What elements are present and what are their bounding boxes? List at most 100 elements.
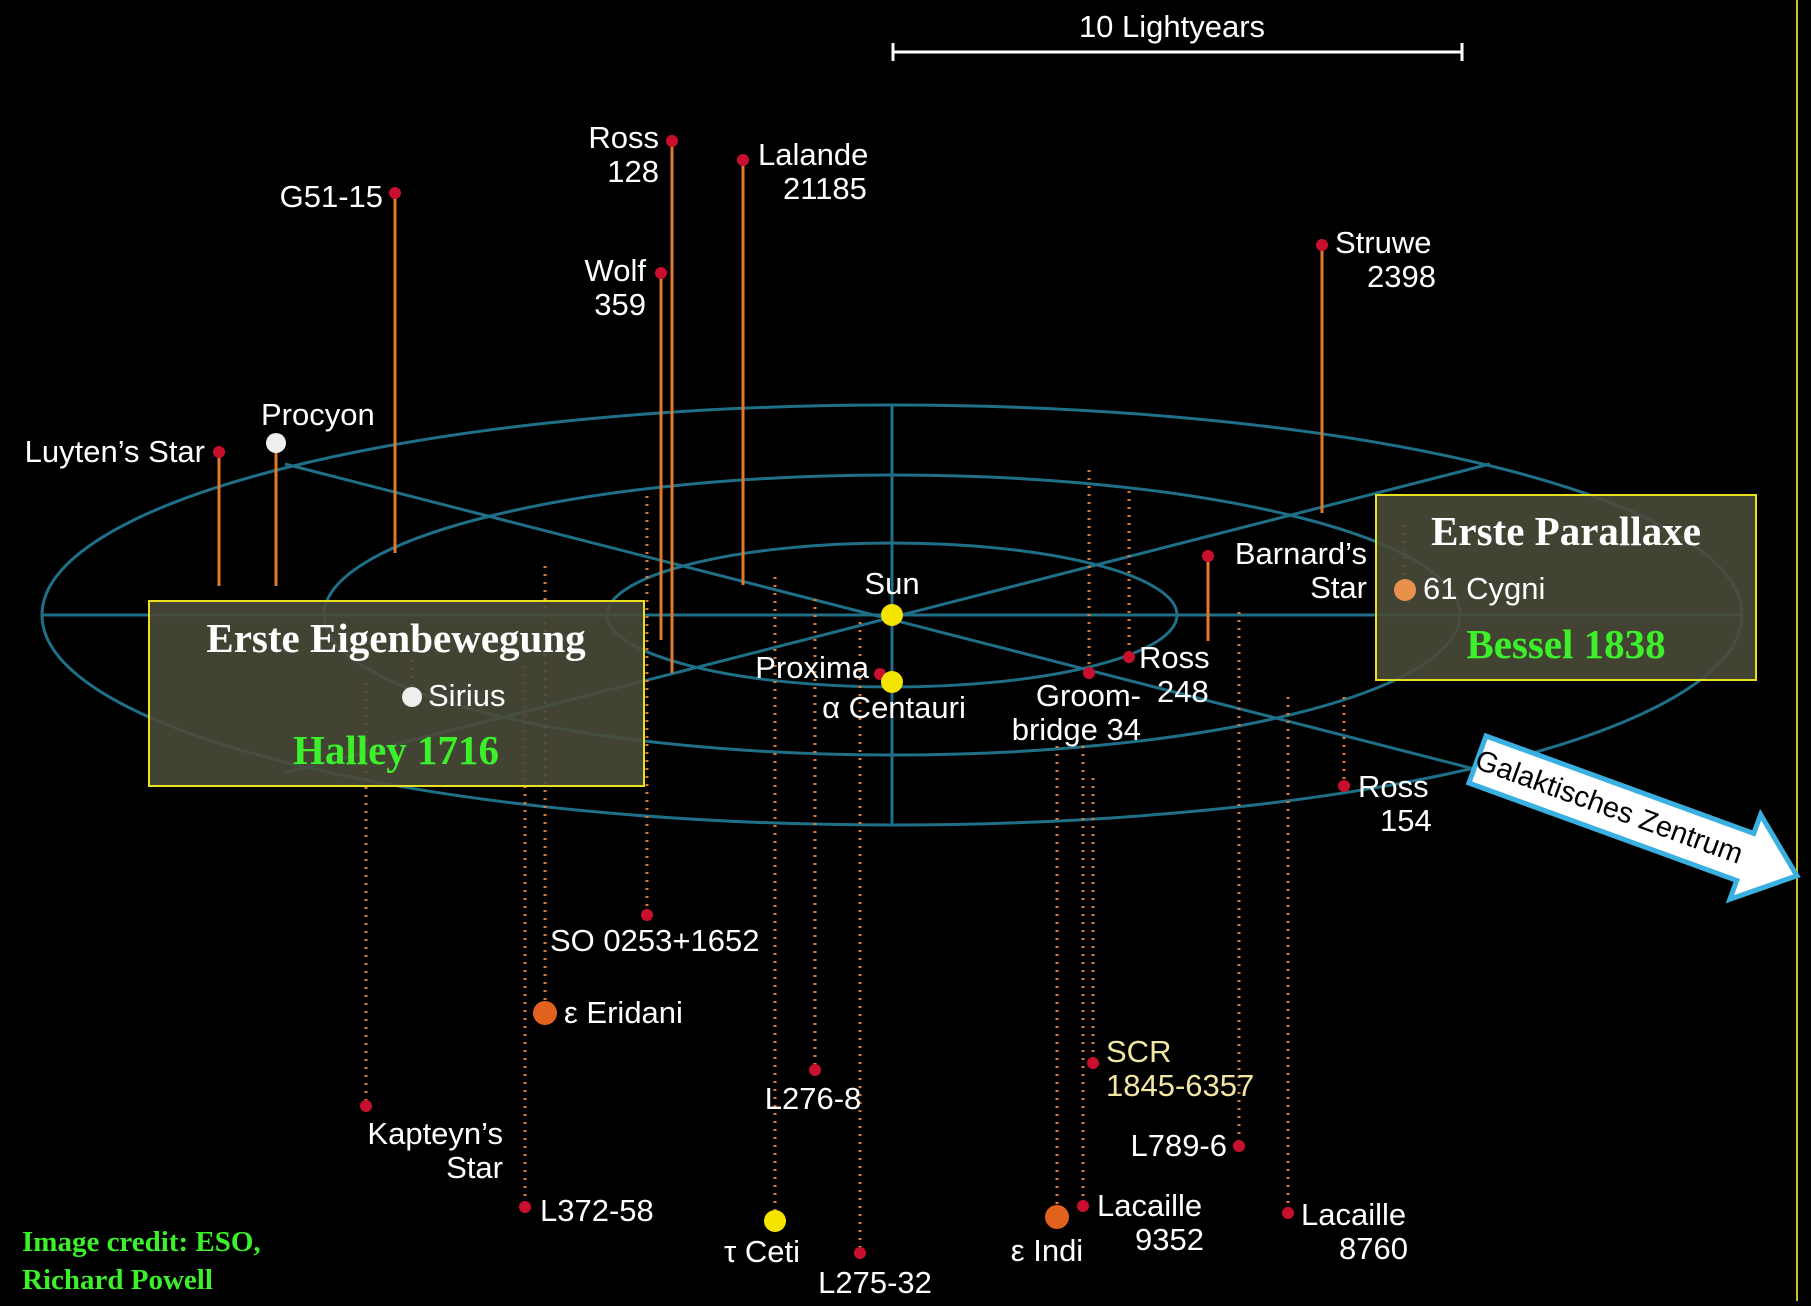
star-dot [1282, 1207, 1294, 1219]
star-lacaille8760: Lacaille 8760 [1282, 1197, 1408, 1266]
star-sun: Sun [864, 566, 920, 626]
star-label-line2: 128 [607, 154, 659, 189]
star-so0253: SO 0253+1652 [550, 909, 759, 958]
star-61-cygni: 61 Cygni [1394, 571, 1545, 606]
star-lalande21185: Lalande 21185 [737, 137, 868, 206]
star-dot [1202, 550, 1214, 562]
callout-left-subtitle: Halley 1716 [293, 727, 499, 773]
star-eps-indi: ε Indi [1011, 1205, 1083, 1268]
star-luytens-star: Luyten’s Star [25, 434, 225, 469]
star-struwe2398: Struwe 2398 [1316, 225, 1436, 294]
star-label-line2: 9352 [1135, 1222, 1204, 1257]
star-label: Kapteyn’s [367, 1116, 503, 1151]
callout-left: Erste Eigenbewegung Halley 1716 [148, 600, 645, 787]
star-label-line2: Star [446, 1150, 503, 1185]
star-label: Lalande [758, 137, 868, 172]
star-label: Groom- [1036, 678, 1141, 713]
credit-line2: Richard Powell [22, 1264, 213, 1296]
star-dot [402, 687, 422, 707]
callout-left-box [148, 600, 645, 787]
star-alpha-centauri: α Centauri [822, 671, 966, 725]
star-wolf359: Wolf 359 [585, 253, 667, 322]
star-dot [1087, 1057, 1099, 1069]
star-label: Wolf [585, 253, 647, 288]
star-label: Procyon [261, 397, 375, 432]
star-label-line2: 21185 [783, 171, 867, 206]
star-label-line2: 154 [1380, 803, 1432, 838]
image-credit: Image credit: ESO, Richard Powell [22, 1226, 261, 1296]
star-label: L789-6 [1130, 1128, 1227, 1163]
star-g51-15: G51-15 [280, 179, 401, 214]
star-label: L372-58 [540, 1193, 654, 1228]
dotted-stems [364, 470, 1407, 1253]
star-dot [266, 433, 286, 453]
star-label: α Centauri [822, 690, 966, 725]
star-l275-32: L275-32 [818, 1247, 932, 1300]
star-dot [854, 1247, 866, 1259]
star-eps-eridani: ε Eridani [533, 995, 683, 1030]
star-dot [360, 1100, 372, 1112]
star-dot [737, 154, 749, 166]
star-ross154: Ross 154 [1338, 769, 1432, 838]
star-label: Ross [1139, 640, 1210, 675]
star-kapteyns-star: Kapteyn’s Star [360, 1100, 503, 1185]
star-label-line2: Star [1310, 570, 1367, 605]
star-label-line2: bridge 34 [1012, 712, 1141, 747]
star-dot [1077, 1200, 1089, 1212]
star-lacaille9352: Lacaille 9352 [1077, 1188, 1204, 1257]
star-label: SO 0253+1652 [550, 923, 759, 958]
star-dot [1316, 239, 1328, 251]
star-dot [519, 1201, 531, 1213]
star-label-line2: 248 [1157, 674, 1209, 709]
callout-right-box [1375, 494, 1757, 681]
star-label: τ Ceti [724, 1234, 800, 1269]
star-label-line2: 8760 [1339, 1231, 1408, 1266]
star-label-line2: 359 [594, 287, 646, 322]
star-l372-58: L372-58 [519, 1193, 654, 1228]
callout-right-subtitle: Bessel 1838 [1466, 621, 1665, 667]
scale-bar: 10 Lightyears [891, 9, 1464, 61]
star-label: G51-15 [280, 179, 383, 214]
star-label: ε Eridani [564, 995, 683, 1030]
star-label: ε Indi [1011, 1233, 1083, 1268]
star-label: SCR [1106, 1034, 1171, 1069]
star-dot [764, 1210, 786, 1232]
star-dot [666, 135, 678, 147]
star-dot [641, 909, 653, 921]
star-dot [533, 1001, 557, 1025]
star-label: Ross [588, 120, 659, 155]
star-dot [1233, 1140, 1245, 1152]
callout-left-title: Erste Eigenbewegung [206, 615, 586, 661]
star-label-line2: 2398 [1367, 259, 1436, 294]
star-l276-8: L276-8 [765, 1064, 861, 1116]
star-label-line2: 1845-6357 [1106, 1068, 1254, 1103]
star-label: Ross [1358, 769, 1429, 804]
star-label: Barnard’s [1235, 536, 1367, 571]
star-ross128: Ross 128 [588, 120, 678, 189]
star-label: Sirius [428, 678, 506, 713]
star-dot [655, 267, 667, 279]
star-groombridge34: Groom- bridge 34 [1012, 667, 1141, 747]
star-label: 61 Cygni [1423, 571, 1545, 606]
star-dot [1394, 579, 1416, 601]
star-procyon: Procyon [261, 397, 375, 453]
scale-label: 10 Lightyears [1079, 9, 1265, 44]
star-ross248: Ross 248 [1123, 640, 1210, 709]
star-label: L275-32 [818, 1265, 932, 1300]
star-dot [1123, 651, 1135, 663]
star-dot [1338, 780, 1350, 792]
star-label: Struwe [1335, 225, 1431, 260]
star-dot [1083, 667, 1095, 679]
star-label: Proxima [755, 650, 869, 685]
star-dot [881, 671, 903, 693]
star-label: Sun [864, 566, 919, 601]
star-dot [809, 1064, 821, 1076]
callout-right: Erste Parallaxe Bessel 1838 [1375, 494, 1757, 681]
star-scr1845: SCR 1845-6357 [1087, 1034, 1254, 1103]
star-sirius: Sirius [402, 678, 506, 713]
star-label: Lacaille [1301, 1197, 1406, 1232]
star-l789-6: L789-6 [1130, 1128, 1245, 1163]
star-dot [213, 446, 225, 458]
